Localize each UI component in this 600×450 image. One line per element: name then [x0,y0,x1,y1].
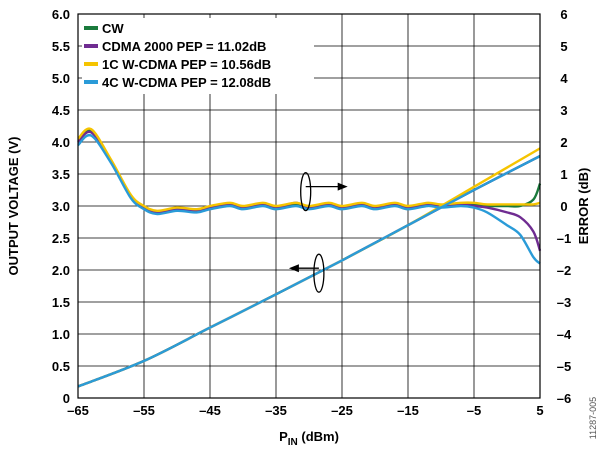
legend-label: CW [102,21,124,36]
y-right-tick-label: –2 [557,263,571,278]
y-left-tick-label: 5.5 [52,39,70,54]
y-right-tick-label: 3 [560,103,567,118]
series-error-4c-w-cdma-pep-12-08db [77,133,541,265]
y-left-tick-label: 1.5 [52,295,70,310]
figure-id: 11287-005 [588,397,598,439]
annotation-ellipse-right-axis [300,171,312,212]
legend-background [82,18,314,94]
series-output-voltage-1c-w-cdma-pep-10-56db [77,147,541,388]
annotations [288,171,348,293]
y-left-tick-label: 4.5 [52,103,70,118]
y-left-tick-label: 2.0 [52,263,70,278]
x-axis-label: PIN (dBm) [279,429,339,448]
y-right-tick-label: –3 [557,295,571,310]
arrow-right-icon [337,182,348,191]
y-right-tick-label: 4 [560,71,568,86]
legend-label: CDMA 2000 PEP = 11.02dB [102,39,266,54]
y-right-tick-label: –6 [557,391,571,406]
x-axis-label-sub: IN [288,437,298,448]
series-error-cw [77,129,542,214]
x-tick-label: –45 [199,403,221,418]
x-tick-label: –55 [133,403,155,418]
plot-frame [77,13,541,399]
y-right-tick-label: 1 [560,167,567,182]
y-axis-left-label: OUTPUT VOLTAGE (V) [6,137,21,276]
x-tick-label: –15 [397,403,419,418]
y-left-tick-label: 4.0 [52,135,70,150]
series-layer [77,127,542,388]
legend: CW CDMA 2000 PEP = 11.02dB 1C W-CDMA PEP =… [82,18,314,94]
series-error-cdma-2000-pep-11-02db [77,130,542,252]
y-right-tick-label: 2 [560,135,567,150]
y-left-tick-label: 6.0 [52,7,70,22]
legend-label: 1C W-CDMA PEP = 10.56dB [102,57,271,72]
ticks: –65 –55 –45 –35 –25 –15 –5 500.51.01.52.02.53.0… [52,7,572,418]
y-left-tick-label: 2.5 [52,231,70,246]
legend-label: 4C W-CDMA PEP = 12.08dB [102,75,271,90]
y-left-tick-label: 3.0 [52,199,70,214]
y-right-tick-label: 5 [560,39,567,54]
y-left-tick-label: 0.5 [52,359,70,374]
y-right-tick-label: –5 [557,359,571,374]
series-error-1c-w-cdma-pep-10-56db [77,127,541,213]
y-left-tick-label: 5.0 [52,71,70,86]
x-tick-label: 5 [536,403,543,418]
x-axis-label-main: P [279,429,288,444]
arrow-left-icon [288,264,299,273]
y-left-tick-label: 3.5 [52,167,70,182]
series-output-voltage-4c-w-cdma-pep-12-08db [77,155,541,388]
x-axis-label-rest: (dBm) [298,429,339,444]
x-tick-label: –35 [265,403,287,418]
x-tick-label: –25 [331,403,353,418]
y-left-tick-label: 0 [63,391,70,406]
x-tick-label: –65 [67,403,89,418]
annotation-ellipse-left-axis [313,253,325,293]
y-axis-right-label: ERROR (dB) [576,168,591,245]
y-right-tick-label: –1 [557,231,571,246]
x-tick-label: –5 [467,403,481,418]
y-right-tick-label: –4 [557,327,572,342]
y-left-tick-label: 1.0 [52,327,70,342]
y-right-tick-label: 0 [560,199,567,214]
y-right-tick-label: 6 [560,7,567,22]
